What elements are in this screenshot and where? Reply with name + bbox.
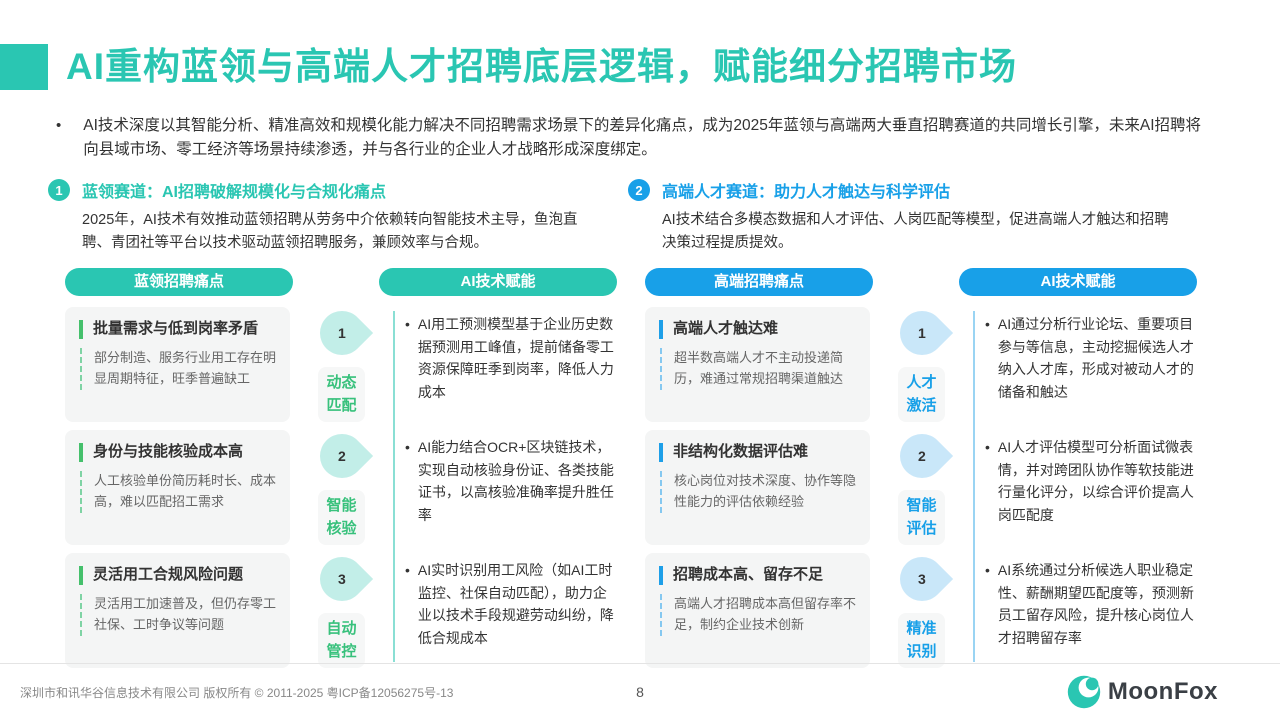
pain-title: 高端人才触达难	[659, 320, 858, 340]
step-number-badge: 1	[890, 302, 953, 365]
pain-card: 灵活用工合规风险问题 灵活用工加速普及，但仍存零工社保、工时争议等问题	[65, 553, 290, 669]
step-number-badge: 1	[310, 302, 373, 365]
pain-card: 批量需求与低到岗率矛盾 部分制造、服务行业用工存在明显周期特征，旺季普遍缺工	[65, 307, 290, 423]
header: AI重构蓝领与高端人才招聘底层逻辑，赋能细分招聘市场	[0, 44, 1280, 90]
bullet-icon: •	[985, 439, 990, 456]
step-number-badge: 3	[310, 548, 373, 611]
page-title: AI重构蓝领与高端人才招聘底层逻辑，赋能细分招聘市场	[66, 46, 1017, 87]
step-column: 3 精准 识别	[870, 548, 973, 669]
ai-capability: • AI人才评估模型可分析面试微表情，并对跨团队协作等软技能进行量化评分，以综合…	[973, 430, 1194, 545]
section-number-badge: 1	[48, 179, 70, 202]
pain-title: 灵活用工合规风险问题	[79, 566, 278, 586]
pain-desc: 人工核验单份简历耗时长、成本高，难以匹配招工需求	[80, 471, 278, 513]
pain-desc: 高端人才招聘成本高但留存率不足，制约企业技术创新	[660, 594, 858, 636]
divider-line	[393, 311, 395, 663]
bullet-icon: •	[56, 117, 62, 134]
section-blue-collar-track: 1 蓝领赛道：AI招聘破解规模化与合规化痛点 2025年，AI技术有效推动蓝领招…	[48, 178, 617, 669]
pain-desc: 超半数高端人才不主动投递简历，难通过常规招聘渠道触达	[660, 348, 858, 390]
ai-capability: • AI通过分析行业论坛、重要项目参与等信息，主动挖掘候选人才纳入人才库，形成对…	[973, 307, 1194, 422]
step-column: 2 智能 评估	[870, 425, 973, 546]
pain-card: 高端人才触达难 超半数高端人才不主动投递简历，难通过常规招聘渠道触达	[645, 307, 870, 423]
pain-points-header-pill: 蓝领招聘痛点	[65, 268, 293, 297]
bullet-icon: •	[405, 316, 410, 333]
table-row: 非结构化数据评估难 核心岗位对技术深度、协作等隐性能力的评估依赖经验 2 智能 …	[645, 425, 1194, 546]
column-headers: 蓝领招聘痛点 AI技术赋能	[65, 268, 617, 297]
logo-text: MoonFox	[1107, 678, 1218, 705]
title-accent-block	[0, 44, 48, 90]
ai-capability: • AI系统通过分析候选人职业稳定性、薪酬期望匹配度等，预测新员工留存风险，提升…	[973, 553, 1194, 668]
step-tag: 动态 匹配	[318, 367, 365, 423]
step-tag: 智能 核验	[318, 490, 365, 546]
pain-desc: 核心岗位对技术深度、协作等隐性能力的评估依赖经验	[660, 471, 858, 513]
rows: 高端人才触达难 超半数高端人才不主动投递简历，难通过常规招聘渠道触达 1 人才 …	[645, 302, 1194, 669]
content-columns: 1 蓝领赛道：AI招聘破解规模化与合规化痛点 2025年，AI技术有效推动蓝领招…	[48, 178, 1280, 669]
ai-capability: • AI用工预测模型基于企业历史数据预测用工峰值，提前储备零工资源保障旺季到岗率…	[393, 307, 614, 422]
moonfox-logo: MoonFox	[1066, 674, 1218, 710]
divider-line	[973, 311, 975, 663]
table-row: 身份与技能核验成本高 人工核验单份简历耗时长、成本高，难以匹配招工需求 2 智能…	[65, 425, 614, 546]
table-row: 招聘成本高、留存不足 高端人才招聘成本高但留存率不足，制约企业技术创新 3 精准…	[645, 548, 1194, 669]
table-row: 批量需求与低到岗率矛盾 部分制造、服务行业用工存在明显周期特征，旺季普遍缺工 1…	[65, 302, 614, 423]
step-number-badge: 2	[890, 425, 953, 488]
step-column: 3 自动 管控	[290, 548, 393, 669]
pain-title: 招聘成本高、留存不足	[659, 566, 858, 586]
pain-desc: 灵活用工加速普及，但仍存零工社保、工时争议等问题	[80, 594, 278, 636]
section-description: 2025年，AI技术有效推动蓝领招聘从劳务中介依赖转向智能技术主导，鱼泡直聘、青…	[82, 212, 578, 252]
section-title: 高端人才赛道：助力人才触达与科学评估	[662, 184, 951, 202]
moonfox-moon-icon	[1067, 675, 1101, 709]
section-title: 蓝领赛道：AI招聘破解规模化与合规化痛点	[82, 184, 387, 202]
step-column: 1 动态 匹配	[290, 302, 393, 423]
section-header: 1 蓝领赛道：AI招聘破解规模化与合规化痛点	[48, 178, 606, 202]
ai-capability: • AI实时识别用工风险（如AI工时监控、社保自动匹配），助力企业以技术手段规避…	[393, 553, 614, 668]
ai-enablement-header-pill: AI技术赋能	[379, 268, 617, 297]
bullet-icon: •	[985, 562, 990, 579]
footer: 深圳市和讯华谷信息技术有限公司 版权所有 © 2011-2025 粤ICP备12…	[0, 663, 1280, 720]
pain-title: 非结构化数据评估难	[659, 443, 858, 463]
section-header: 2 高端人才赛道：助力人才触达与科学评估	[628, 178, 1186, 202]
copyright-text: 深圳市和讯华谷信息技术有限公司 版权所有 © 2011-2025 粤ICP备12…	[20, 685, 454, 700]
pain-title: 身份与技能核验成本高	[79, 443, 278, 463]
section-description: AI技术结合多模态数据和人才评估、人岗匹配等模型，促进高端人才触达和招聘决策过程…	[662, 212, 1169, 252]
table-row: 高端人才触达难 超半数高端人才不主动投递简历，难通过常规招聘渠道触达 1 人才 …	[645, 302, 1194, 423]
intro-paragraph: • AI技术深度以其智能分析、精准高效和规模化能力解决不同招聘需求场景下的差异化…	[56, 114, 1224, 162]
step-column: 1 人才 激活	[870, 302, 973, 423]
step-tag: 智能 评估	[898, 490, 945, 546]
column-headers: 高端招聘痛点 AI技术赋能	[645, 268, 1197, 297]
ai-capability: • AI能力结合OCR+区块链技术，实现自动核验身份证、各类技能证书，以高核验准…	[393, 430, 614, 545]
rows: 批量需求与低到岗率矛盾 部分制造、服务行业用工存在明显周期特征，旺季普遍缺工 1…	[65, 302, 614, 669]
bullet-icon: •	[405, 439, 410, 456]
step-tag: 人才 激活	[898, 367, 945, 423]
section-number-badge: 2	[628, 179, 650, 202]
step-number-badge: 2	[310, 425, 373, 488]
pain-card: 身份与技能核验成本高 人工核验单份简历耗时长、成本高，难以匹配招工需求	[65, 430, 290, 546]
bullet-icon: •	[985, 316, 990, 333]
pain-desc: 部分制造、服务行业用工存在明显周期特征，旺季普遍缺工	[80, 348, 278, 390]
page-number: 8	[636, 684, 644, 700]
pain-card: 招聘成本高、留存不足 高端人才招聘成本高但留存率不足，制约企业技术创新	[645, 553, 870, 669]
intro-text: AI技术深度以其智能分析、精准高效和规模化能力解决不同招聘需求场景下的差异化痛点…	[83, 117, 1202, 159]
step-tag: 自动 管控	[318, 613, 365, 669]
table-row: 灵活用工合规风险问题 灵活用工加速普及，但仍存零工社保、工时争议等问题 3 自动…	[65, 548, 614, 669]
step-tag: 精准 识别	[898, 613, 945, 669]
step-number-badge: 3	[890, 548, 953, 611]
bullet-icon: •	[405, 562, 410, 579]
pain-card: 非结构化数据评估难 核心岗位对技术深度、协作等隐性能力的评估依赖经验	[645, 430, 870, 546]
pain-title: 批量需求与低到岗率矛盾	[79, 320, 278, 340]
section-high-end-track: 2 高端人才赛道：助力人才触达与科学评估 AI技术结合多模态数据和人才评估、人岗…	[628, 178, 1197, 669]
pain-points-header-pill: 高端招聘痛点	[645, 268, 873, 297]
ai-enablement-header-pill: AI技术赋能	[959, 268, 1197, 297]
step-column: 2 智能 核验	[290, 425, 393, 546]
